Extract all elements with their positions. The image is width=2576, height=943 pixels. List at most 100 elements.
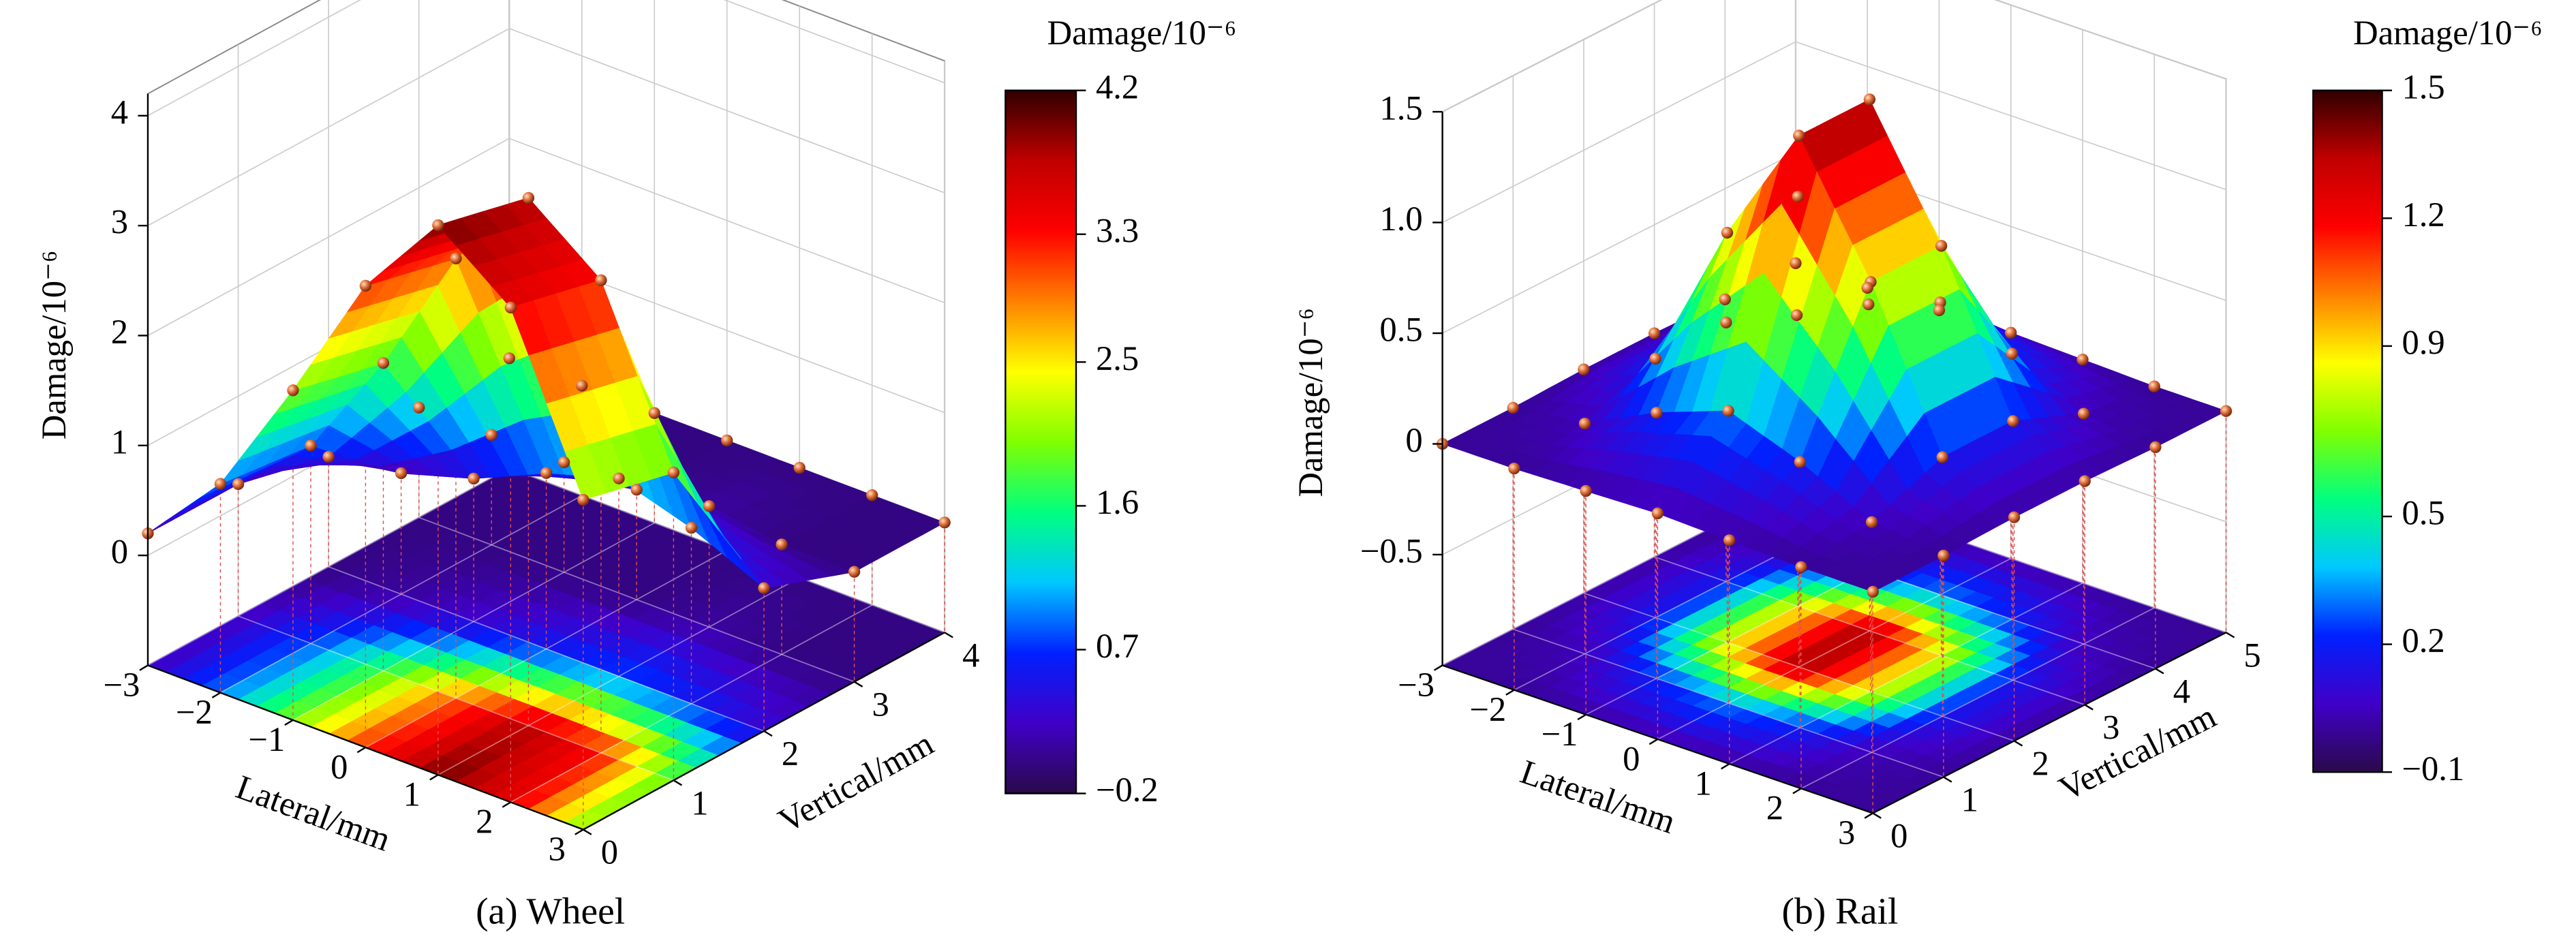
data-point	[485, 429, 497, 442]
data-point	[1935, 240, 1948, 252]
floor-grid-line	[418, 516, 855, 683]
data-point	[721, 434, 733, 447]
y-tick-label: 4	[2173, 672, 2190, 710]
x-tick-label: −2	[1469, 690, 1506, 728]
data-point	[305, 439, 317, 452]
data-point	[2076, 354, 2089, 366]
data-point	[1721, 226, 1734, 239]
y-tick	[1943, 776, 1952, 783]
y-tick-label: 5	[2243, 636, 2260, 674]
data-point	[2008, 511, 2021, 523]
data-point	[504, 301, 517, 314]
x-tick-label: −3	[1398, 666, 1435, 704]
data-point	[1719, 293, 1731, 306]
data-point	[1933, 304, 1946, 317]
floor-grid-line	[510, 604, 873, 803]
y-tick	[583, 829, 592, 835]
z-tick-label: 0	[1405, 421, 1422, 459]
caption: (a) Wheel	[476, 891, 625, 932]
colorbar-tick-label: 0.7	[1096, 627, 1139, 665]
x-tick-label: 3	[549, 830, 566, 868]
colorbar	[1005, 89, 1077, 794]
x-tick	[1577, 713, 1586, 721]
colorbar-tick-label: 0.5	[2402, 494, 2444, 532]
z-tick-label: 0.5	[1379, 311, 1422, 349]
y-tick	[2013, 740, 2023, 747]
data-point	[1723, 534, 1736, 546]
colorbar-tick-label: 1.6	[1096, 483, 1139, 521]
data-point	[450, 252, 462, 265]
data-point	[1867, 585, 1879, 598]
x-tick-label: 2	[476, 803, 493, 841]
data-point	[577, 493, 589, 506]
data-point	[1936, 451, 1948, 463]
data-point	[1862, 298, 1875, 311]
data-point	[467, 472, 480, 485]
data-point	[703, 500, 716, 512]
data-point	[685, 521, 698, 534]
floor-grid-line	[365, 549, 728, 748]
data-point	[1863, 93, 1876, 106]
data-point	[630, 484, 643, 496]
y-tick	[673, 779, 683, 786]
data-point	[2077, 407, 2090, 420]
z-tick-label: 1.0	[1379, 200, 1422, 238]
data-point	[1937, 549, 1950, 562]
z-axis-label: Damage/10⁻⁶	[1291, 308, 1330, 497]
data-point	[232, 478, 245, 491]
y-tick-label: 3	[872, 685, 889, 724]
x-axis-label: Lateral/mm	[1516, 752, 1680, 841]
data-point	[866, 489, 878, 501]
colorbar-tick-label: 0.2	[2402, 621, 2444, 660]
data-point	[1580, 484, 1592, 497]
data-point	[1792, 190, 1804, 203]
data-point	[1722, 405, 1734, 417]
y-axis-label: Vertical/mm	[2053, 697, 2222, 808]
data-point	[1649, 352, 1661, 365]
data-point	[359, 279, 372, 292]
grid-line	[1442, 41, 1796, 223]
colorbar-title: Damage/10⁻⁶	[1047, 14, 1237, 52]
x-tick	[1864, 812, 1873, 819]
y-tick	[2225, 632, 2235, 638]
data-point	[413, 401, 425, 414]
y-tick	[2155, 668, 2164, 675]
z-axis-label: Damage/10⁻⁶	[35, 251, 73, 440]
x-tick	[502, 801, 511, 808]
data-point	[540, 467, 553, 479]
x-tick-label: 1	[1694, 764, 1711, 802]
floor-grid-line	[292, 522, 655, 721]
data-point	[1578, 417, 1591, 430]
data-point	[648, 407, 660, 419]
x-tick-label: 1	[403, 775, 420, 814]
y-tick-label: 4	[962, 636, 979, 674]
z-tick-label: 1	[111, 422, 128, 461]
x-tick-label: 3	[1838, 814, 1855, 852]
colorbar-tick-label: −0.1	[2402, 749, 2464, 788]
data-point	[558, 456, 570, 469]
data-point	[1790, 257, 1802, 269]
data-point	[613, 472, 625, 484]
x-tick	[139, 664, 149, 671]
x-tick	[574, 829, 584, 835]
floor-grid-line	[1800, 607, 2155, 790]
data-point	[503, 352, 515, 365]
y-tick-label: 1	[1961, 781, 1978, 819]
y-tick-label: 0	[601, 833, 618, 871]
y-tick-label: 2	[2031, 745, 2049, 783]
data-point	[322, 450, 335, 463]
data-point	[595, 274, 607, 286]
floor-grid-line	[147, 467, 510, 666]
data-point	[2005, 326, 2017, 339]
x-tick	[284, 719, 294, 726]
x-tick	[356, 746, 367, 754]
y-tick	[853, 681, 863, 687]
colorbar-tick-label: 1.2	[2402, 196, 2444, 234]
y-tick-label: 3	[2102, 709, 2119, 747]
colorbar-tick-label: 2.5	[1096, 339, 1139, 377]
colorbar-tick-label: 0.9	[2402, 323, 2444, 361]
colorbar-title: Damage/10⁻⁶	[2353, 14, 2543, 52]
data-point	[1720, 316, 1732, 328]
y-tick	[2084, 704, 2094, 711]
data-point	[2149, 441, 2162, 454]
